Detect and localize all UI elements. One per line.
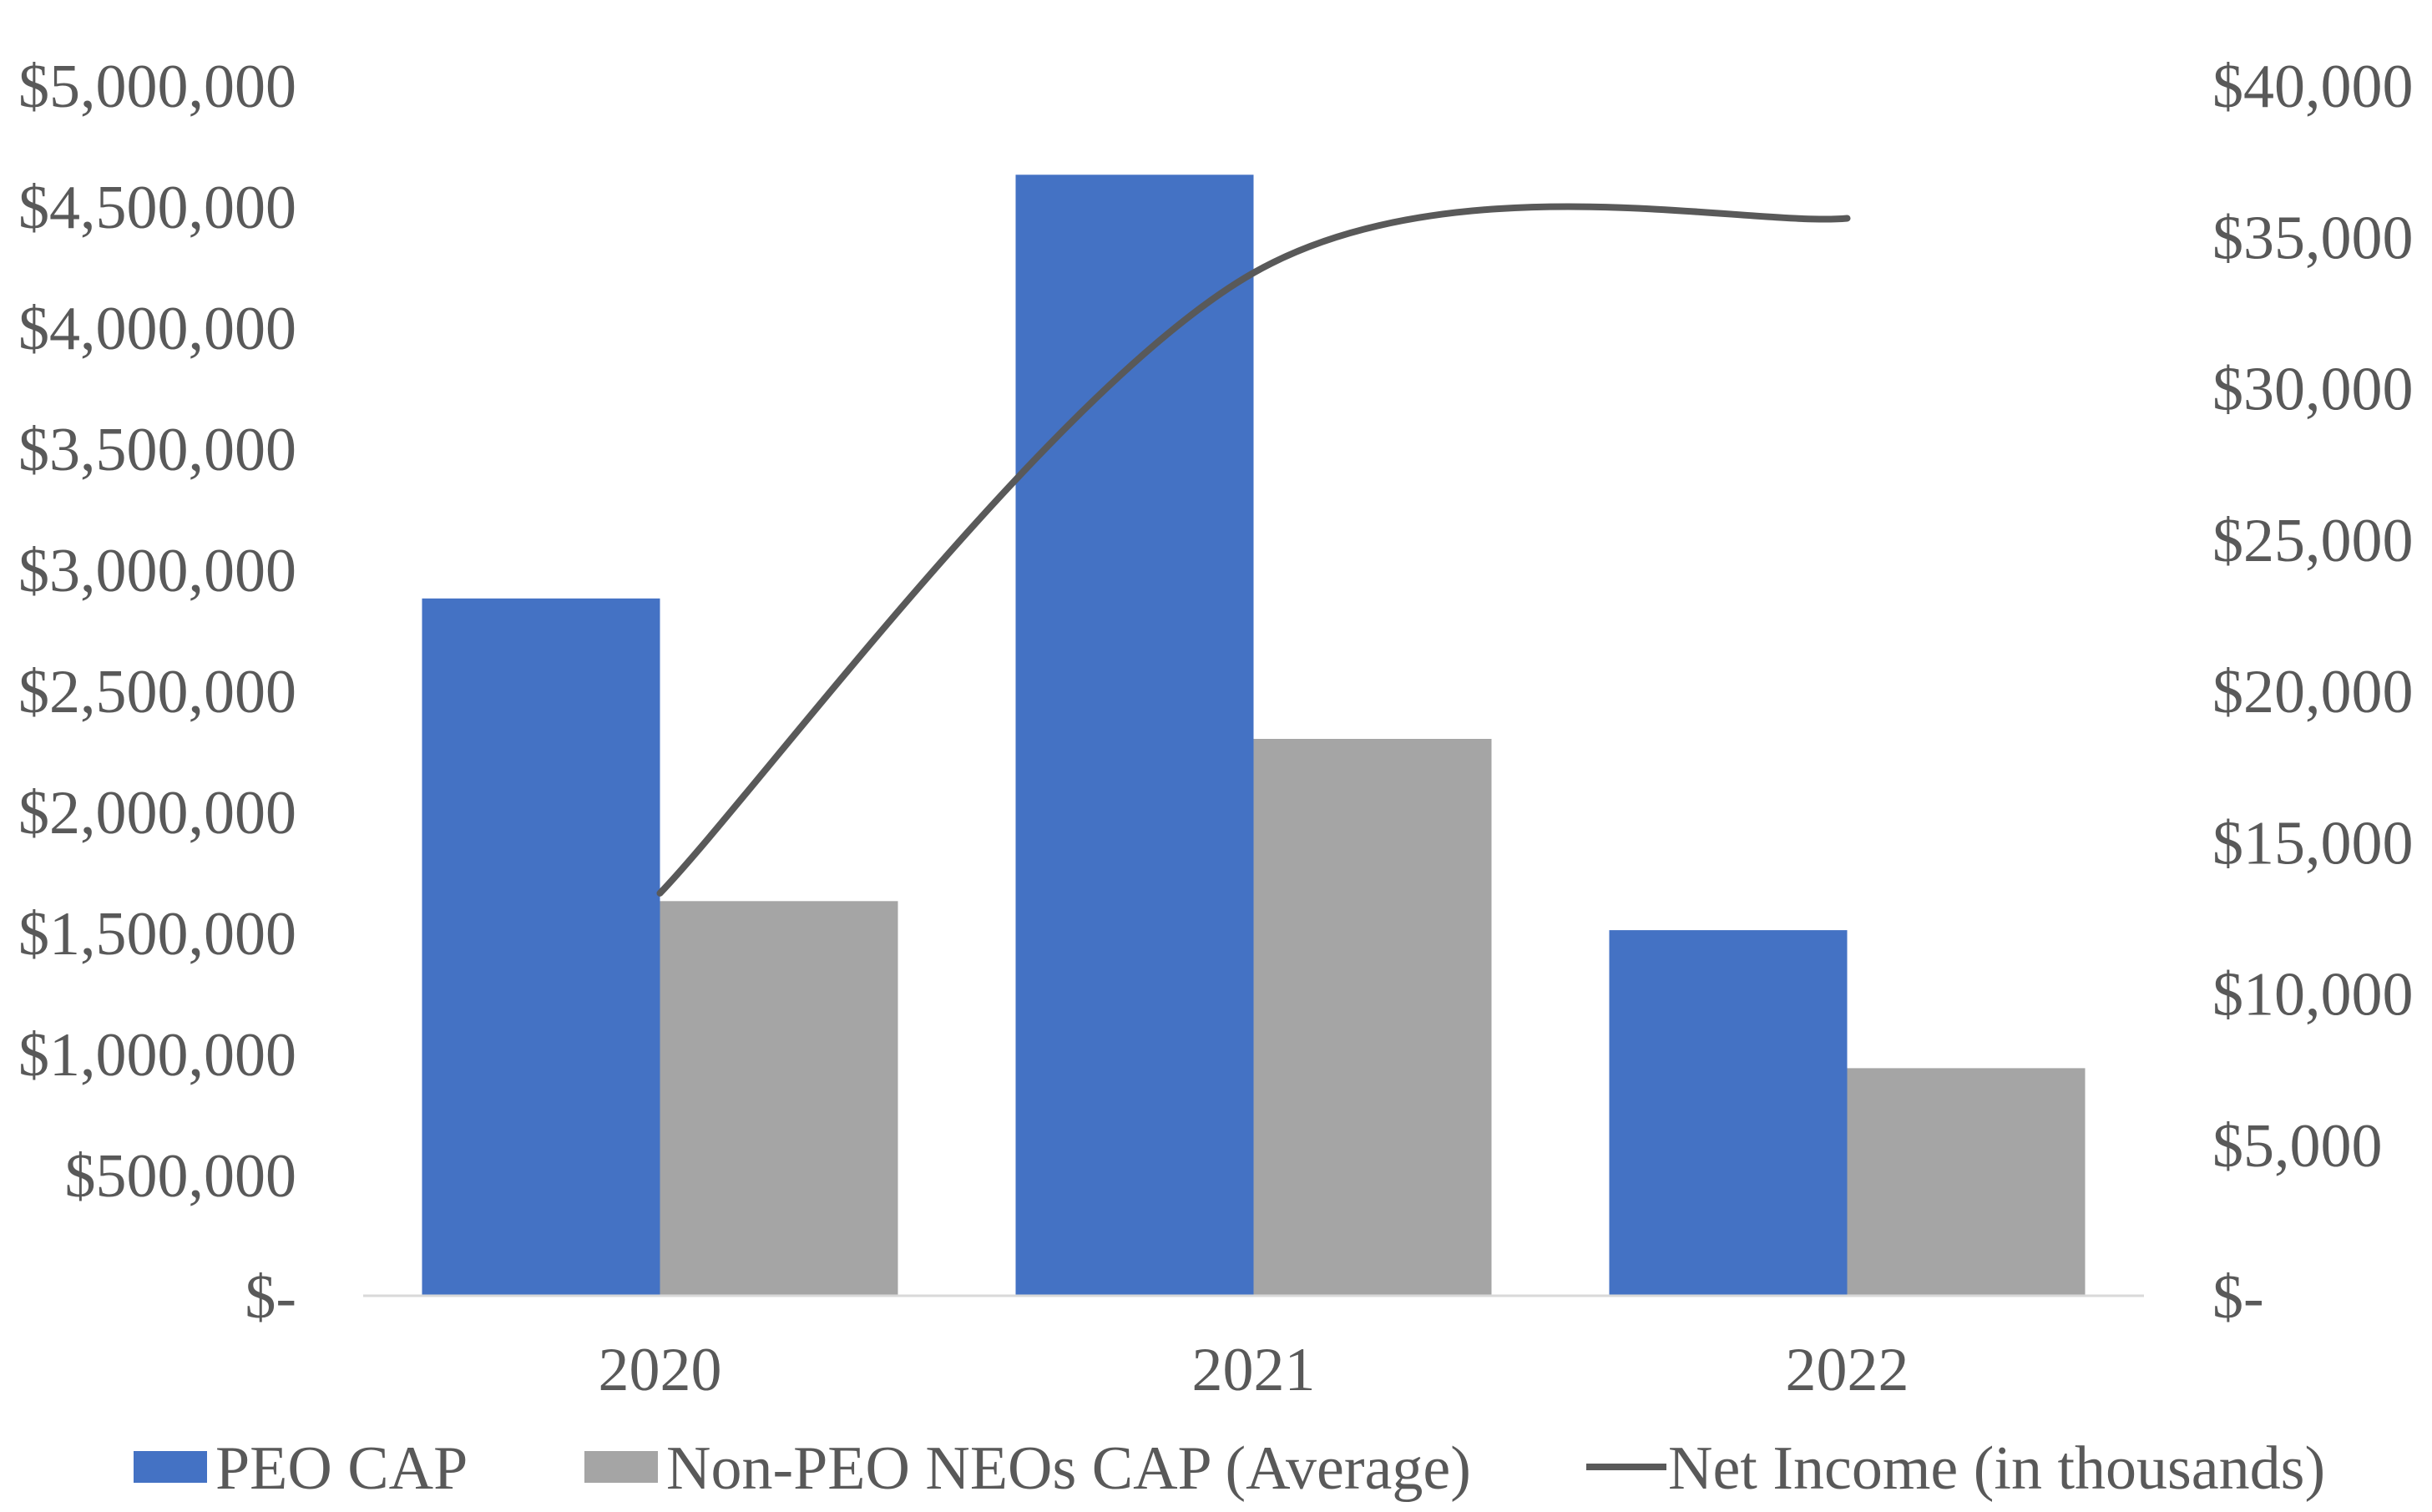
line-net-income: [656, 203, 1851, 897]
left-tick-label: $3,000,000: [18, 537, 296, 605]
legend-label-non-peo-neos-cap-average: Non-PEO NEOs CAP (Average): [666, 1434, 1471, 1503]
bar-peo-cap-2022: [1609, 930, 1848, 1296]
lines: [656, 203, 1851, 897]
x-tick-label-2022: 2022: [1786, 1336, 1909, 1404]
legend: PEO CAP Non-PEO NEOs CAP (Average) Net Inc…: [134, 1434, 2325, 1503]
right-tick-label: $20,000: [2212, 658, 2414, 726]
right-tick-label: $-: [2212, 1263, 2264, 1332]
right-tick-label: $15,000: [2212, 809, 2414, 877]
left-tick-label: $1,500,000: [18, 900, 296, 968]
legend-swatch-non-peo-neos-cap-average: [584, 1451, 658, 1483]
bar-peo-cap-2020: [422, 598, 660, 1296]
left-tick-label: $1,000,000: [18, 1021, 296, 1090]
x-tick-label-2021: 2021: [1192, 1336, 1316, 1404]
left-tick-label: $500,000: [65, 1142, 297, 1211]
left-tick-label: $4,000,000: [18, 295, 296, 363]
bar-non-peo-neos-cap-average-2020: [660, 901, 898, 1296]
right-tick-label: $5,000: [2212, 1112, 2383, 1181]
left-tick-label: $5,000,000: [18, 53, 296, 121]
right-tick-label: $35,000: [2212, 204, 2414, 272]
right-tick-label: $25,000: [2212, 507, 2414, 575]
x-tick-label-2020: 2020: [599, 1336, 722, 1404]
legend-label-net-income-in-thousands: Net Income (in thousands): [1668, 1434, 2325, 1503]
left-tick-label: $-: [245, 1263, 296, 1332]
left-tick-label: $4,500,000: [18, 174, 296, 242]
left-tick-label: $3,500,000: [18, 416, 296, 484]
left-axis: $- $500,000 $1,000,000 $1,500,000 $2,000,000…: [18, 53, 296, 1332]
bars: [422, 174, 2086, 1296]
right-tick-label: $40,000: [2212, 53, 2414, 121]
x-axis: 2020 2021 2022: [599, 1336, 1909, 1404]
legend-label-peo-cap: PEO CAP: [215, 1434, 468, 1503]
left-tick-label: $2,500,000: [18, 658, 296, 726]
left-tick-label: $2,000,000: [18, 779, 296, 847]
right-tick-label: $10,000: [2212, 961, 2414, 1029]
bar-non-peo-neos-cap-average-2022: [1847, 1068, 2086, 1296]
legend-swatch-peo-cap: [134, 1451, 207, 1483]
right-axis: $- $5,000 $10,000 $15,000 $20,000 $25,000 $30,…: [2212, 53, 2414, 1332]
bar-non-peo-neos-cap-average-2021: [1253, 739, 1492, 1296]
bar-peo-cap-2021: [1015, 174, 1254, 1296]
right-tick-label: $30,000: [2212, 356, 2414, 424]
